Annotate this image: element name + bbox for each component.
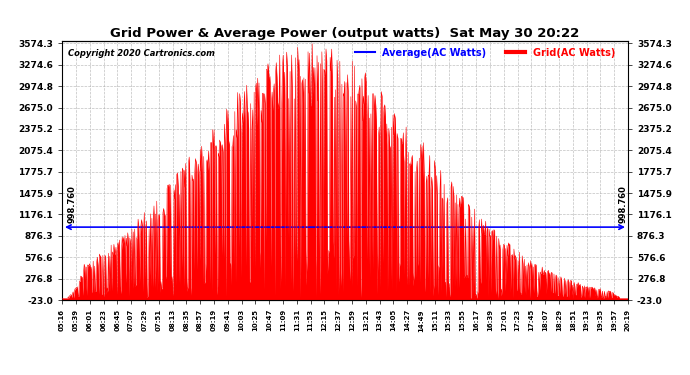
Text: 998.760: 998.760 <box>68 185 77 223</box>
Text: Copyright 2020 Cartronics.com: Copyright 2020 Cartronics.com <box>68 49 215 58</box>
Text: 998.760: 998.760 <box>619 185 628 223</box>
Title: Grid Power & Average Power (output watts)  Sat May 30 20:22: Grid Power & Average Power (output watts… <box>110 27 580 40</box>
Legend: Average(AC Watts), Grid(AC Watts): Average(AC Watts), Grid(AC Watts) <box>351 44 620 62</box>
